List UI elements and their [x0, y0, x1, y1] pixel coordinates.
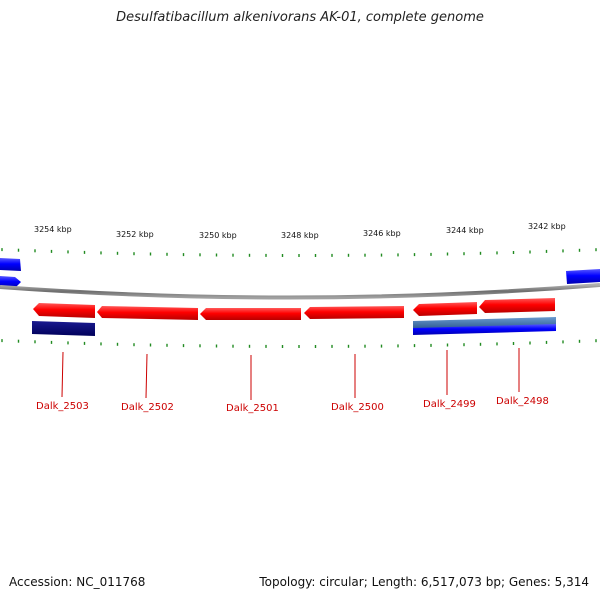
reverse-gene-arrow-left-bottom[interactable]	[0, 276, 21, 288]
accession-label: Accession:	[9, 575, 73, 589]
scale-label: 3244 kbp	[446, 226, 484, 235]
scale-label: 3250 kbp	[199, 231, 237, 240]
genome-title: Desulfatibacillum alkenivorans AK-01, co…	[116, 10, 484, 25]
gene-label[interactable]: Dalk_2503	[36, 401, 89, 412]
gene-arrows	[33, 298, 555, 320]
genes-value: 5,314	[554, 575, 589, 589]
outer-tick-track	[1, 248, 597, 257]
accession-value: NC_011768	[76, 575, 146, 589]
gene-label-leaders	[61, 348, 520, 400]
gene-labels: Dalk_2503 Dalk_2502 Dalk_2501 Dalk_2500 …	[36, 396, 549, 414]
gene-label[interactable]: Dalk_2498	[496, 396, 549, 407]
gene-label[interactable]: Dalk_2500	[331, 402, 384, 413]
length-value: 6,517,073 bp	[420, 575, 501, 589]
inner-tick-track	[1, 339, 597, 348]
scale-labels: 3254 kbp 3252 kbp 3250 kbp 3248 kbp 3246…	[34, 222, 566, 240]
gene-label[interactable]: Dalk_2499	[423, 399, 476, 410]
feature-block-dark[interactable]	[32, 321, 95, 336]
genome-backbone	[0, 283, 600, 300]
accession-info: Accession: NC_011768	[9, 575, 145, 589]
gene-arrow-dalk-2500[interactable]	[304, 306, 404, 319]
scale-label: 3254 kbp	[34, 225, 72, 234]
gene-label[interactable]: Dalk_2501	[226, 403, 279, 414]
scale-label: 3246 kbp	[363, 229, 401, 238]
gene-label[interactable]: Dalk_2502	[121, 402, 174, 413]
genome-stats: Topology: circular; Length: 6,517,073 bp…	[259, 575, 589, 589]
genes-label: Genes:	[508, 575, 551, 589]
gene-arrow-dalk-2501[interactable]	[200, 308, 301, 320]
gene-arrow-dalk-2499[interactable]	[413, 302, 477, 316]
topology-label: Topology:	[259, 575, 316, 589]
scale-label: 3242 kbp	[528, 222, 566, 231]
leader-line	[145, 353, 148, 399]
reverse-gene-arrow-right[interactable]	[566, 269, 600, 284]
gene-arrow-dalk-2502[interactable]	[97, 306, 198, 320]
feature-block-blue[interactable]	[413, 324, 556, 335]
gene-arrow-dalk-2498[interactable]	[479, 298, 555, 313]
length-label: Length:	[371, 575, 418, 589]
scale-label: 3248 kbp	[281, 231, 319, 240]
gene-arrow-dalk-2503[interactable]	[33, 303, 95, 318]
reverse-gene-arrow-left-top[interactable]	[0, 258, 21, 271]
scale-label: 3252 kbp	[116, 230, 154, 239]
topology-value: circular	[319, 575, 364, 589]
leader-line	[61, 351, 64, 398]
